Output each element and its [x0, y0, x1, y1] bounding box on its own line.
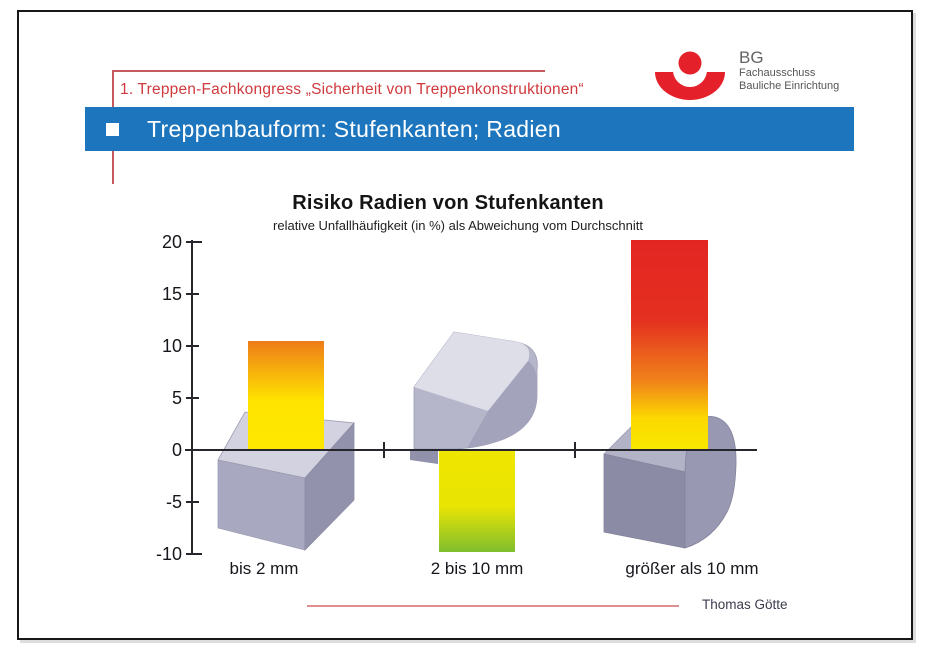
bar-groesser-10mm: [631, 240, 708, 450]
chart-title: Risiko Radien von Stufenkanten: [292, 192, 604, 214]
y-axis-labels: 20 15 10 5 0 -5 -10: [156, 232, 182, 564]
ytick-5: 5: [172, 388, 182, 408]
category-label-groesser-10mm: größer als 10 mm: [625, 559, 758, 578]
category-label-bis-2mm: bis 2 mm: [230, 559, 299, 578]
ytick-minus10: -10: [156, 544, 182, 564]
square-bullet-icon: [106, 122, 119, 136]
bg-logo: BG Fachausschuss Bauliche Einrichtung: [655, 48, 839, 104]
footer-rule: [307, 605, 679, 607]
congress-kicker: 1. Treppen-Fachkongress „Sicherheit von …: [120, 81, 584, 98]
ytick-10: 10: [162, 336, 182, 356]
kicker-rule-horizontal: [112, 70, 545, 72]
ytick-0: 0: [172, 440, 182, 460]
slide-title-bar: Treppenbauform: Stufenkanten; Radien: [85, 107, 854, 151]
ytick-minus5: -5: [166, 492, 182, 512]
bg-logo-text: BG Fachausschuss Bauliche Einrichtung: [739, 48, 839, 93]
logo-dept-line2: Bauliche Einrichtung: [739, 80, 840, 92]
category-label-2-bis-10mm: 2 bis 10 mm: [431, 559, 524, 578]
logo-org-label: BG: [739, 48, 764, 67]
bar-bis-2mm: [248, 341, 324, 450]
chart-subtitle: relative Unfallhäufigkeit (in %) als Abw…: [273, 218, 643, 233]
slide-title: Treppenbauform: Stufenkanten; Radien: [147, 115, 561, 142]
footer-author: Thomas Götte: [702, 597, 788, 612]
bar-2-bis-10mm: [439, 451, 515, 552]
ytick-20: 20: [162, 232, 182, 252]
step-block-rounded-edge: [410, 331, 538, 464]
y-axis-ticks: [186, 241, 202, 555]
ytick-15: 15: [162, 284, 182, 304]
bg-logo-icon: [655, 48, 727, 100]
slide-frame: 1. Treppen-Fachkongress „Sicherheit von …: [17, 10, 913, 640]
risk-bar-chart: 20 15 10 5 0 -5 -10 bis 2 mm 2 bis 10 mm…: [156, 232, 759, 578]
logo-dept-line1: Fachausschuss: [739, 67, 816, 79]
